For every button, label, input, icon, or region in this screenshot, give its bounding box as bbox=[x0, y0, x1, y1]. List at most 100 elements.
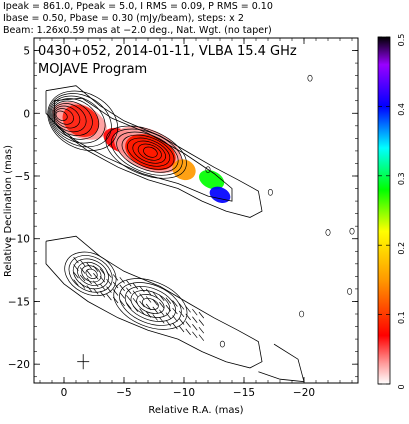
colorbar-tick-label: 0.1 bbox=[397, 311, 406, 324]
contour-core bbox=[49, 95, 106, 144]
noise-contour bbox=[347, 288, 353, 295]
x-axis-label: Relative R.A. (mas) bbox=[148, 405, 243, 416]
evpa-stick bbox=[145, 303, 152, 311]
y-axis-label: Relative Declination (mas) bbox=[3, 145, 14, 277]
evpa-stick bbox=[192, 316, 198, 323]
evpa-stick bbox=[99, 268, 106, 275]
evpa-stick bbox=[198, 311, 205, 319]
evpa-stick bbox=[93, 288, 99, 295]
evpa-stick bbox=[165, 312, 172, 319]
colorbar-tick-label: 0 bbox=[397, 384, 406, 389]
noise-contour bbox=[349, 227, 355, 235]
evpa-stick bbox=[159, 294, 165, 301]
evpa-stick bbox=[79, 282, 86, 289]
contour-knot-lower bbox=[142, 297, 159, 310]
evpa-stick bbox=[152, 306, 158, 314]
contour-core bbox=[53, 105, 81, 129]
evpa-stick bbox=[185, 306, 191, 313]
evpa-stick bbox=[178, 310, 185, 318]
evpa-stick bbox=[86, 285, 92, 292]
evpa-stick bbox=[172, 307, 178, 315]
evpa-stick bbox=[112, 289, 119, 296]
x-tick-label: −10 bbox=[173, 387, 195, 399]
evpa-stick bbox=[99, 283, 106, 290]
x-tick-label: −5 bbox=[116, 387, 131, 399]
evpa-stick bbox=[152, 299, 158, 306]
y-tick-label: −15 bbox=[8, 296, 30, 308]
evpa-stick bbox=[185, 313, 191, 321]
contour-knot-lower bbox=[113, 278, 188, 330]
contour-knot bbox=[127, 137, 171, 167]
evpa-stick bbox=[119, 284, 125, 292]
evpa-stick bbox=[132, 297, 139, 305]
contour-knot-lower bbox=[119, 282, 182, 326]
evpa-stick bbox=[93, 265, 99, 272]
contour-core bbox=[54, 108, 74, 125]
contour-knot bbox=[137, 143, 162, 161]
y-tick-label: −20 bbox=[8, 359, 30, 371]
evpa-stick bbox=[172, 315, 178, 322]
evpa-stick bbox=[192, 308, 198, 316]
evpa-stick bbox=[106, 286, 112, 293]
evpa-stick bbox=[165, 319, 172, 327]
noise-contour bbox=[205, 166, 211, 174]
polarization-blob bbox=[209, 186, 231, 203]
header-line-2: Ibase = 0.50, Pbase = 0.30 (mJy/beam), s… bbox=[3, 13, 244, 24]
evpa-stick bbox=[126, 287, 132, 294]
evpa-stick bbox=[198, 319, 205, 326]
polarization-blob bbox=[172, 159, 196, 181]
colorbar-tick-label: 0.3 bbox=[397, 172, 406, 185]
evpa-stick bbox=[159, 302, 165, 309]
evpa-stick bbox=[106, 271, 112, 278]
header-line-3: Beam: 1.26x0.59 mas at −2.0 deg., Nat. W… bbox=[3, 25, 272, 36]
contour-knot-lower bbox=[124, 286, 176, 322]
contour-core bbox=[55, 110, 68, 121]
evpa-stick bbox=[145, 296, 152, 303]
y-tick-label: 5 bbox=[23, 46, 30, 58]
axis-ticks: 0 −5 −10 −15 −20 5 0 −5 −10 −15 −20 bbox=[8, 38, 358, 399]
evpa-stick bbox=[172, 322, 178, 330]
evpa-stick bbox=[192, 331, 198, 339]
map-layers bbox=[45, 74, 355, 383]
evpa-stick bbox=[93, 273, 99, 280]
evpa-stick bbox=[73, 271, 79, 279]
evpa-stick bbox=[178, 303, 185, 310]
evpa-stick bbox=[165, 304, 172, 312]
evpa-stick bbox=[139, 293, 145, 300]
evpa-stick bbox=[185, 321, 191, 328]
contour-envelope-lower bbox=[45, 235, 263, 369]
header-line-1: Ipeak = 861.0, Ppeak = 5.0, I RMS = 0.09… bbox=[3, 1, 273, 12]
contour-envelope bbox=[54, 97, 233, 202]
evpa-stick bbox=[126, 302, 132, 310]
evpa-stick bbox=[86, 270, 92, 277]
evpa-stick bbox=[132, 282, 139, 290]
evpa-stick bbox=[106, 278, 112, 286]
x-tick-label: 0 bbox=[61, 387, 68, 399]
evpa-stick bbox=[178, 318, 185, 325]
y-tick-label: 0 bbox=[23, 108, 30, 120]
polarization-blob bbox=[199, 170, 225, 190]
chart-title: 0430+052, 2014-01-11, VLBA 15.4 GHz bbox=[38, 44, 297, 59]
evpa-stick bbox=[99, 291, 106, 298]
plot-frame bbox=[33, 37, 359, 384]
evpa-stick bbox=[198, 334, 205, 341]
polarization-core bbox=[62, 104, 100, 137]
contour-knot bbox=[121, 134, 175, 170]
evpa-stick bbox=[139, 300, 145, 308]
contour-core bbox=[50, 98, 100, 140]
noise-contour bbox=[267, 189, 273, 196]
evpa-stick bbox=[106, 293, 112, 301]
evpa-stick bbox=[159, 317, 165, 324]
evpa-stick bbox=[99, 275, 106, 283]
noise-contour bbox=[307, 74, 313, 82]
evpa-stick bbox=[132, 290, 139, 297]
x-tick-label: −20 bbox=[293, 387, 315, 399]
evpa-stick bbox=[172, 300, 178, 307]
evpa-stick bbox=[79, 267, 86, 274]
evpa-stick bbox=[165, 297, 172, 304]
evpa-stick bbox=[79, 259, 86, 267]
evpa-stick bbox=[139, 308, 145, 315]
contour-knot bbox=[132, 140, 166, 164]
evpa-stick bbox=[132, 305, 139, 312]
evpa-stick bbox=[185, 328, 191, 336]
